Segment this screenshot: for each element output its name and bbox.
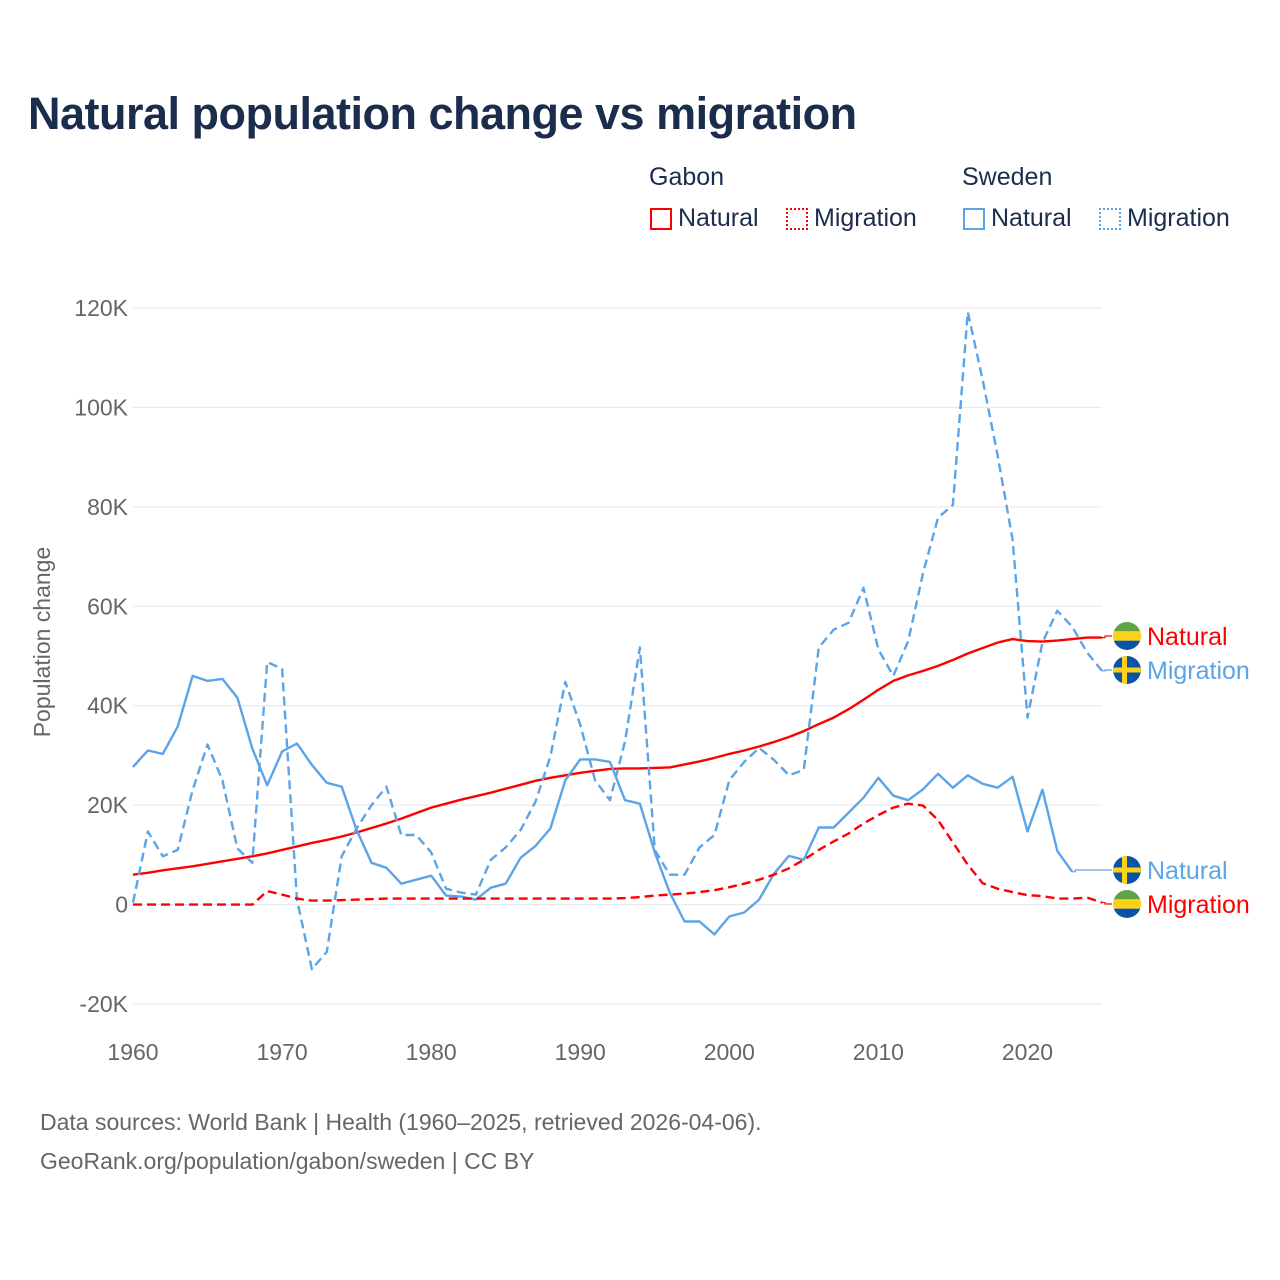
legend-label: Migration (814, 204, 917, 232)
y-tick-label: 120K (74, 295, 128, 321)
series-line-sweden-natural (132, 674, 1074, 936)
series-line-gabon-natural (132, 636, 1102, 876)
x-tick-label: 1960 (107, 1039, 158, 1065)
label-connector (1102, 901, 1112, 905)
y-tick-label: 100K (74, 394, 128, 420)
legend-group-sweden: Sweden (962, 163, 1053, 191)
series-end-label: Migration (1147, 891, 1250, 919)
y-tick-label: 0 (115, 892, 128, 918)
legend-group-gabon: Gabon (649, 163, 725, 191)
legend-sweden-migration[interactable]: Migration (1099, 204, 1230, 233)
y-tick-label: 20K (87, 792, 129, 818)
x-tick-label: 1990 (555, 1039, 606, 1065)
y-tick-label: 40K (87, 693, 129, 719)
solid-swatch-icon (963, 207, 985, 230)
gabon-flag-icon (1113, 890, 1141, 918)
chart-title: Natural population change vs migration (28, 88, 857, 139)
x-tick-label: 2010 (853, 1039, 904, 1065)
series-end-label: Natural (1147, 857, 1228, 885)
legend-gabon-natural[interactable]: Natural (650, 204, 759, 233)
x-tick-label: 2020 (1002, 1039, 1053, 1065)
dotted-swatch-icon (786, 207, 808, 230)
series-line-gabon-migration (133, 802, 1103, 906)
label-connector (1102, 669, 1112, 672)
sweden-flag-icon (1113, 856, 1141, 884)
label-connector (1102, 635, 1112, 639)
x-tick-label: 2000 (704, 1039, 755, 1065)
series-end-label: Migration (1147, 657, 1250, 685)
x-tick-label: 1970 (256, 1039, 307, 1065)
legend-label: Natural (678, 204, 759, 232)
dotted-swatch-icon (1099, 207, 1121, 230)
solid-swatch-icon (650, 207, 672, 230)
y-tick-label: -20K (79, 991, 128, 1017)
legend-gabon-migration[interactable]: Migration (786, 204, 917, 233)
series-line-sweden-migration (131, 310, 1103, 971)
legend-sweden-natural[interactable]: Natural (963, 204, 1072, 233)
legend-label: Migration (1127, 204, 1230, 232)
y-axis-label: Population change (29, 547, 55, 738)
y-tick-label: 80K (87, 494, 129, 520)
footer-link[interactable]: GeoRank.org/population/gabon/sweden | CC… (40, 1148, 535, 1174)
series-end-label: Natural (1147, 623, 1228, 651)
y-tick-label: 60K (87, 593, 129, 619)
x-tick-label: 1980 (406, 1039, 457, 1065)
footer-sources: Data sources: World Bank | Health (1960–… (40, 1109, 762, 1135)
gabon-flag-icon (1113, 622, 1141, 650)
sweden-flag-icon (1113, 656, 1141, 684)
label-connector (1072, 869, 1112, 873)
legend-label: Natural (991, 204, 1072, 232)
